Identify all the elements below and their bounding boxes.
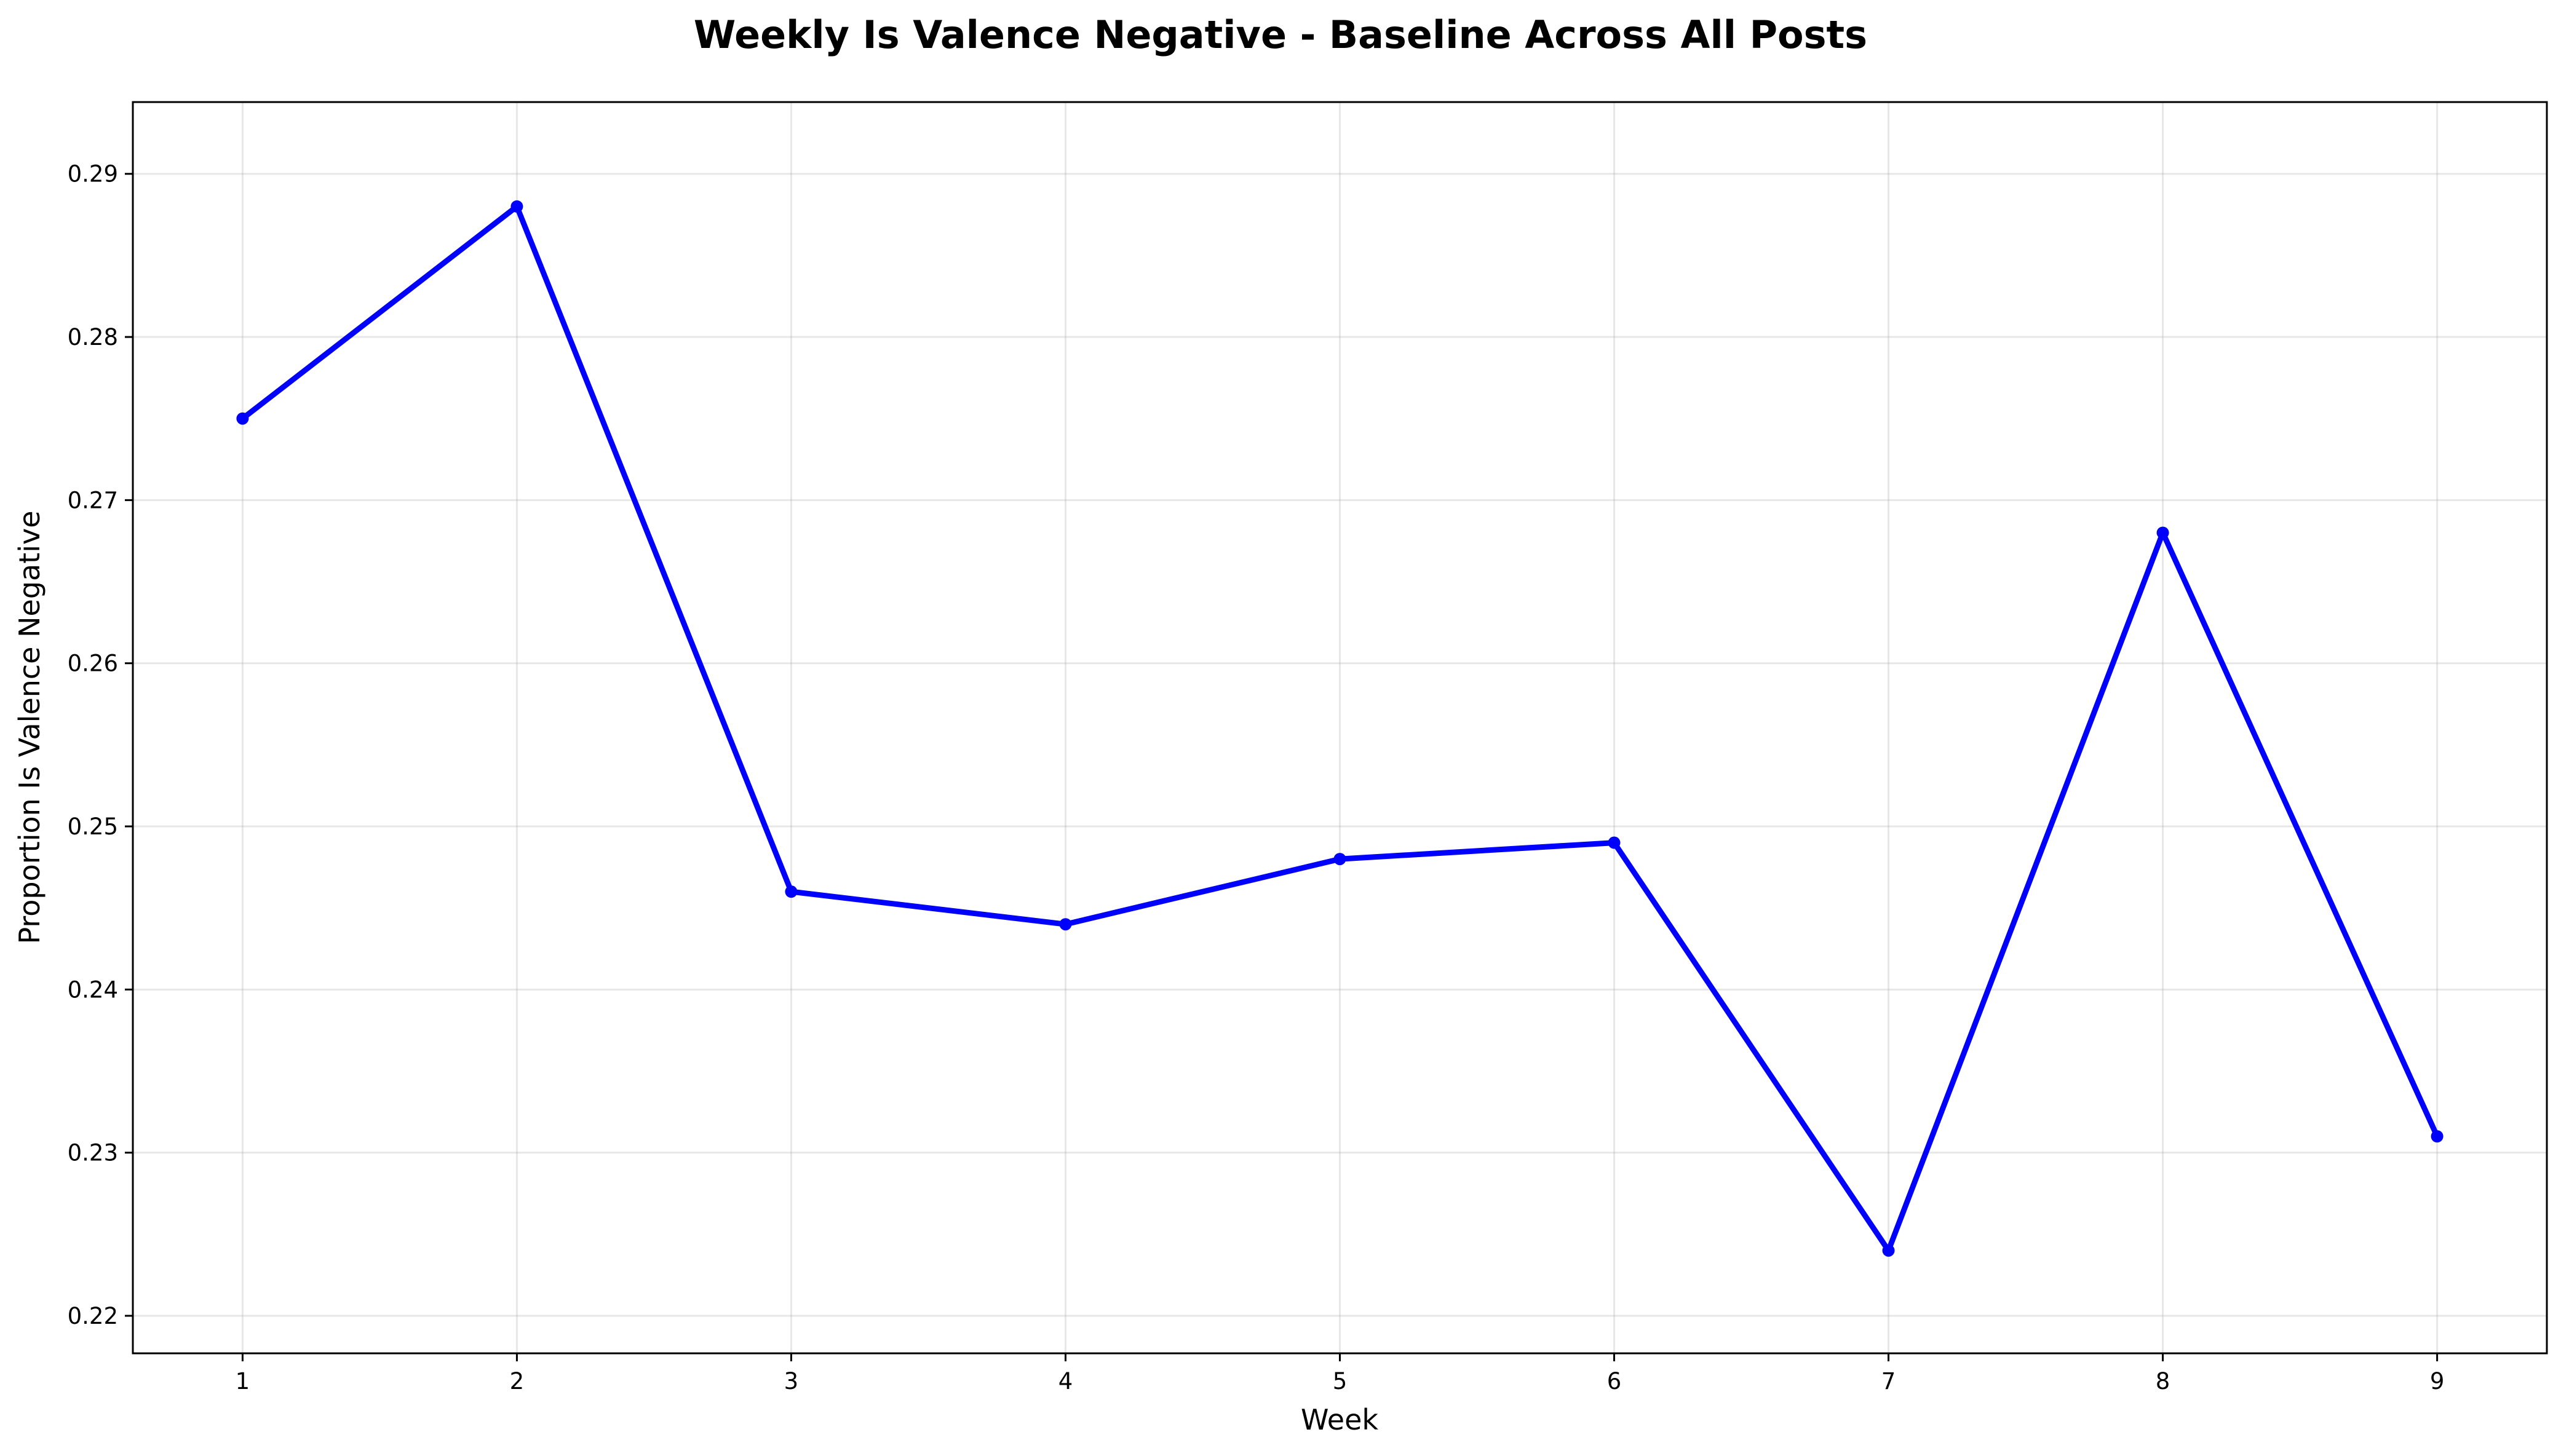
x-tick-label: 8 [2156, 1368, 2170, 1395]
x-tick-label: 2 [510, 1368, 525, 1395]
data-point [2431, 1130, 2444, 1143]
y-tick-label: 0.23 [68, 1140, 118, 1166]
series-layer [236, 200, 2444, 1257]
data-point [1333, 853, 1346, 866]
data-point [236, 412, 249, 425]
y-tick-label: 0.27 [68, 487, 118, 513]
y-tick-label: 0.29 [68, 161, 118, 188]
chart-title: Weekly Is Valence Negative - Baseline Ac… [694, 12, 1867, 57]
y-tick-label: 0.24 [68, 976, 118, 1003]
data-point [1882, 1244, 1895, 1257]
grid-layer [133, 102, 2547, 1353]
y-axis-label: Proportion Is Valence Negative [13, 510, 46, 944]
data-point [2156, 526, 2169, 539]
x-tick-label: 4 [1058, 1368, 1073, 1395]
y-tick-label: 0.28 [68, 324, 118, 350]
x-tick-label: 6 [1607, 1368, 1622, 1395]
tick-layer: 1 2 3 4 5 6 7 8 9 0.22 0.23 0.24 0.25 0.26 0.27 0.28 0.2… [68, 161, 2445, 1395]
x-tick-label: 9 [2430, 1368, 2445, 1395]
x-tick-label: 1 [236, 1368, 250, 1395]
data-point [1059, 918, 1072, 931]
y-tick-label: 0.26 [68, 651, 118, 677]
x-tick-label: 3 [784, 1368, 799, 1395]
data-point [510, 200, 523, 213]
x-tick-label: 5 [1333, 1368, 1348, 1395]
y-tick-label: 0.25 [68, 813, 118, 840]
data-point [1608, 836, 1621, 849]
plot-area-frame [132, 101, 2548, 1355]
x-tick-label: 7 [1881, 1368, 1896, 1395]
data-point [785, 885, 798, 898]
x-axis-label: Week [1301, 1403, 1378, 1436]
y-tick-label: 0.22 [68, 1303, 118, 1329]
